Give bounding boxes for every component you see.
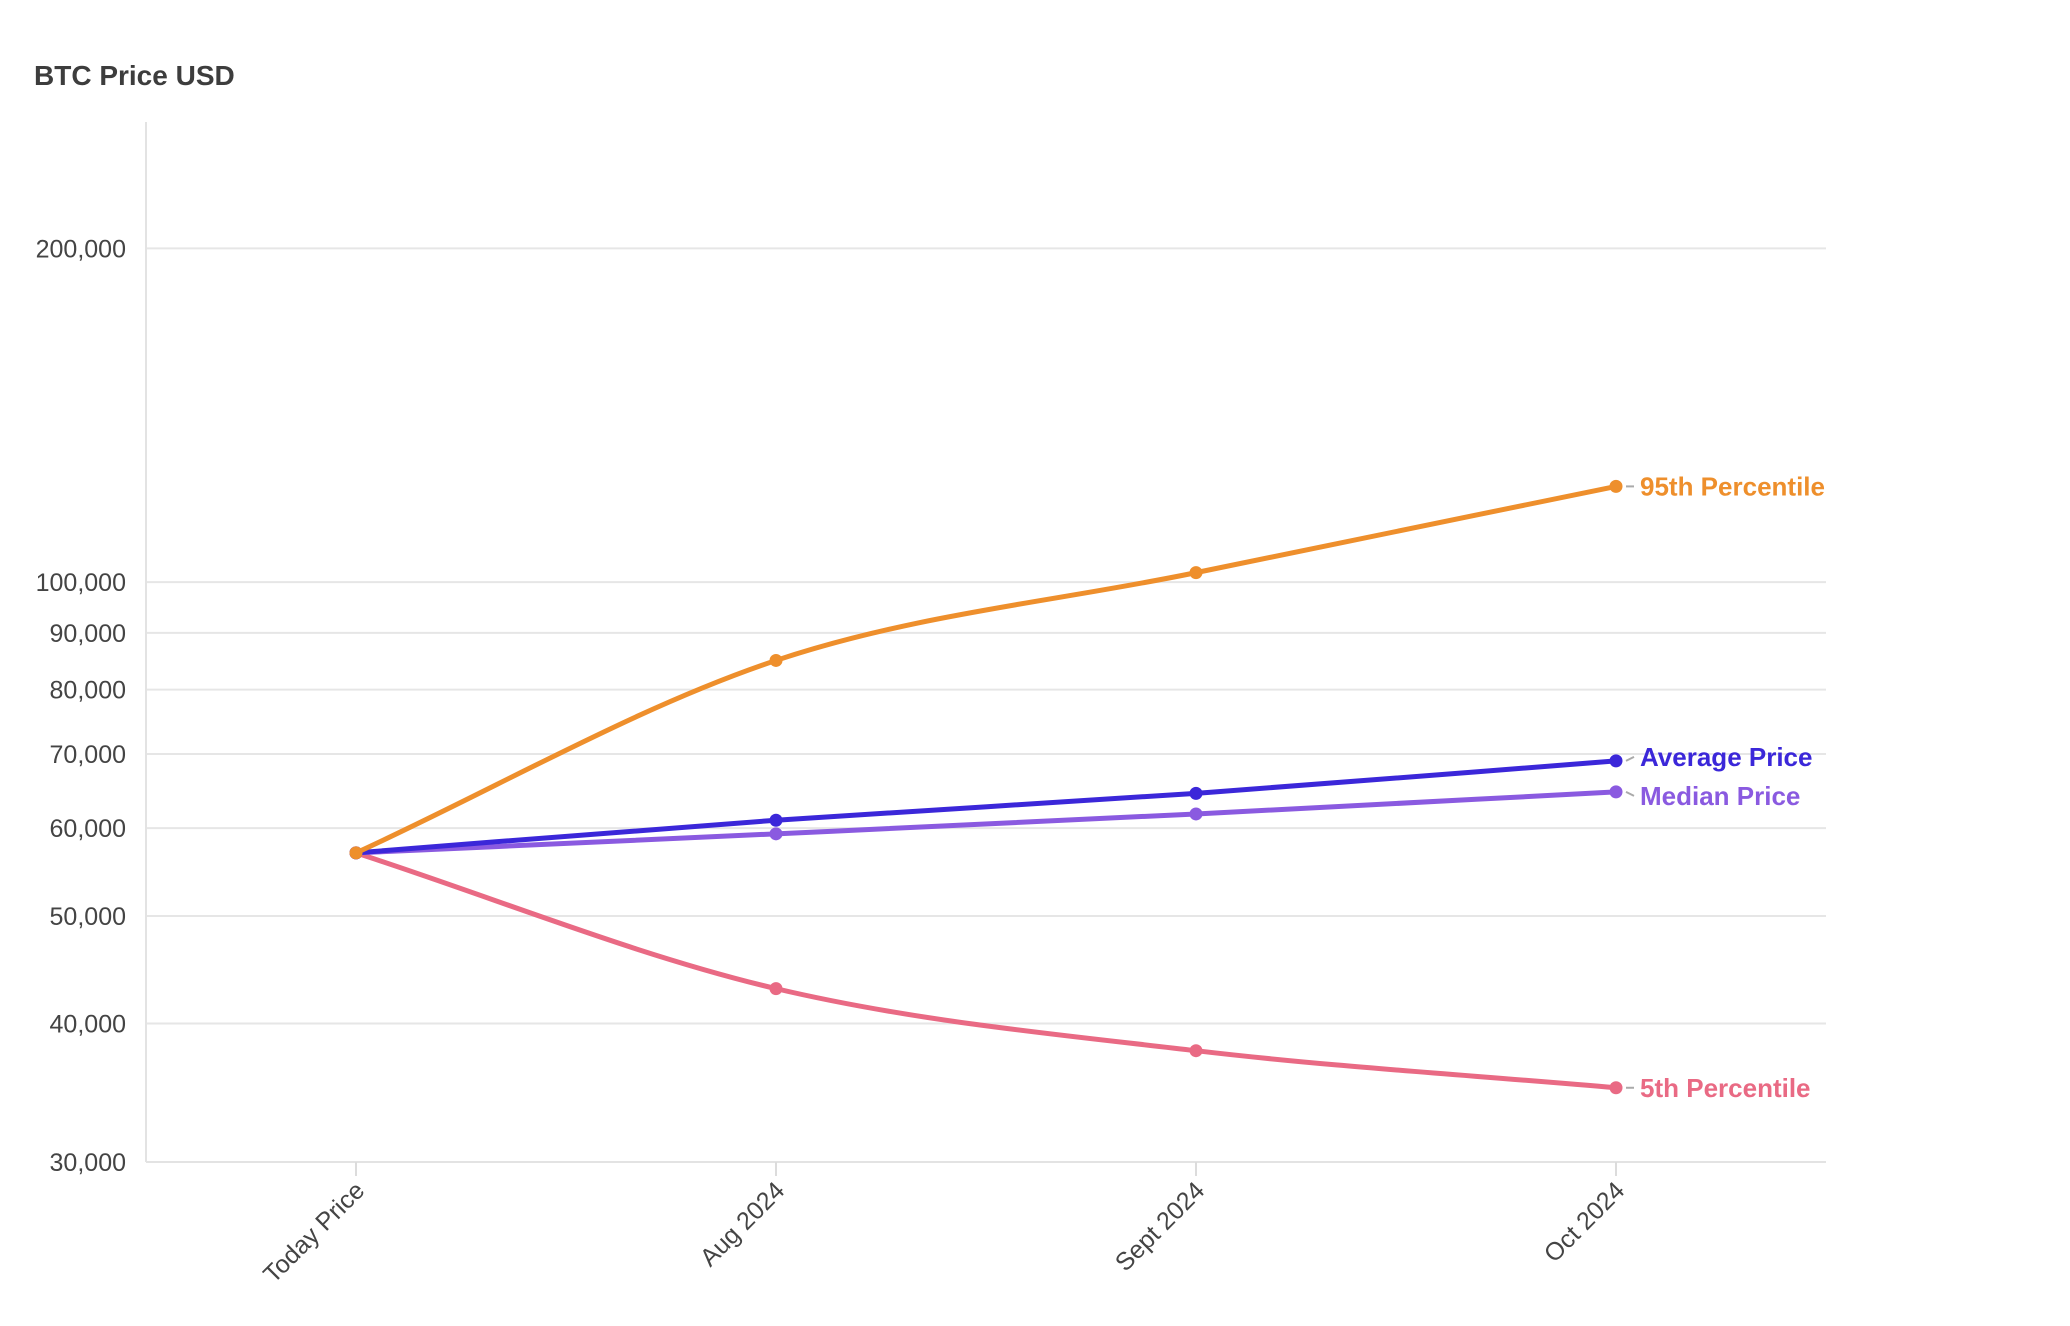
data-point <box>1609 1081 1623 1095</box>
data-point <box>1609 479 1623 493</box>
series-line <box>353 758 1619 856</box>
label-connector <box>1625 790 1635 797</box>
x-tick-label: Sept 2024 <box>1110 1176 1210 1276</box>
data-point <box>1609 754 1623 768</box>
data-point <box>769 813 783 827</box>
series-median-price <box>349 785 1623 860</box>
y-tick-label: 40,000 <box>50 1010 126 1038</box>
series-line <box>353 483 1619 856</box>
series-lines <box>349 479 1623 1095</box>
y-tick-label: 100,000 <box>36 569 126 597</box>
x-tick-label: Oct 2024 <box>1539 1176 1631 1268</box>
x-tick-label: Aug 2024 <box>695 1176 791 1272</box>
series-end-labels: 95th Percentile Average Price Median Price… <box>1625 471 1825 1103</box>
y-tick-label: 90,000 <box>50 620 126 648</box>
series-end-label: Average Price <box>1640 742 1812 772</box>
data-point <box>349 846 363 860</box>
x-tick-label: Today Price <box>258 1176 370 1288</box>
y-tick-label: 30,000 <box>50 1149 126 1177</box>
data-point <box>1189 807 1203 821</box>
series-line <box>353 850 1619 1091</box>
chart-title: BTC Price USD <box>34 60 235 91</box>
y-tick-label: 50,000 <box>50 903 126 931</box>
data-point <box>1189 566 1203 580</box>
series-95th-percentile <box>349 479 1623 860</box>
data-point <box>769 982 783 996</box>
y-tick-label: 200,000 <box>36 235 126 263</box>
axes: 30,000 40,000 50,000 60,000 70,000 80,000 90,0… <box>36 122 1826 1289</box>
y-tick-label: 60,000 <box>50 815 126 843</box>
y-tick-label: 80,000 <box>50 677 126 705</box>
series-end-label: 5th Percentile <box>1640 1073 1811 1103</box>
data-point <box>769 653 783 667</box>
y-tick-label: 70,000 <box>50 741 126 769</box>
series-5th-percentile <box>349 846 1623 1095</box>
series-line <box>353 789 1619 856</box>
data-point <box>769 827 783 841</box>
series-end-label: 95th Percentile <box>1640 471 1825 501</box>
label-connector <box>1625 755 1635 762</box>
data-point <box>1609 785 1623 799</box>
data-point <box>1189 1044 1203 1058</box>
series-end-label: Median Price <box>1640 781 1800 811</box>
data-point <box>1189 786 1203 800</box>
